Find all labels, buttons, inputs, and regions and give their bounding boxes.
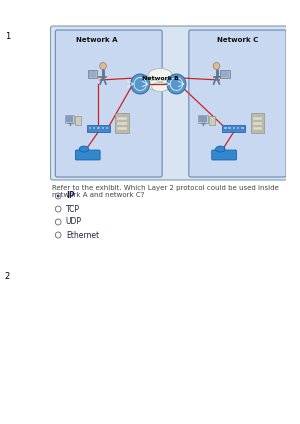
Bar (237, 127, 239, 129)
FancyBboxPatch shape (251, 113, 264, 133)
Ellipse shape (148, 80, 161, 90)
FancyBboxPatch shape (220, 70, 230, 78)
Bar (253, 127, 262, 130)
FancyBboxPatch shape (189, 30, 286, 177)
FancyBboxPatch shape (75, 150, 100, 160)
Ellipse shape (159, 80, 172, 90)
Text: 2: 2 (5, 272, 10, 281)
FancyBboxPatch shape (88, 70, 97, 78)
Circle shape (55, 219, 61, 225)
Text: TCP: TCP (66, 204, 80, 214)
Circle shape (213, 62, 220, 70)
Text: Ethernet: Ethernet (66, 231, 99, 240)
Bar (93, 127, 95, 129)
FancyBboxPatch shape (66, 116, 74, 122)
Circle shape (131, 74, 150, 94)
FancyBboxPatch shape (221, 71, 229, 77)
Circle shape (100, 62, 106, 70)
FancyBboxPatch shape (116, 113, 129, 133)
Ellipse shape (167, 76, 180, 86)
Bar (253, 117, 262, 120)
Text: Network A: Network A (76, 37, 117, 43)
Bar (228, 127, 231, 129)
Ellipse shape (140, 76, 154, 86)
Bar (117, 127, 127, 130)
FancyBboxPatch shape (209, 116, 214, 125)
FancyBboxPatch shape (212, 150, 236, 160)
Ellipse shape (215, 146, 225, 152)
Bar (97, 127, 100, 129)
FancyBboxPatch shape (222, 125, 245, 131)
FancyBboxPatch shape (89, 71, 96, 77)
Bar (224, 127, 226, 129)
FancyBboxPatch shape (75, 116, 81, 125)
Ellipse shape (79, 146, 89, 152)
Text: IP: IP (66, 192, 74, 201)
Bar (102, 127, 104, 129)
FancyBboxPatch shape (87, 125, 110, 131)
FancyBboxPatch shape (199, 116, 207, 122)
FancyBboxPatch shape (65, 115, 74, 123)
Text: Refer to the exhibit. Which Layer 2 protocol could be used inside network A and : Refer to the exhibit. Which Layer 2 prot… (52, 185, 279, 198)
FancyBboxPatch shape (55, 30, 162, 177)
Circle shape (55, 232, 61, 238)
Text: Network B: Network B (142, 76, 179, 81)
Text: UDP: UDP (66, 218, 82, 226)
Bar (106, 127, 108, 129)
Bar (253, 122, 262, 125)
Circle shape (55, 193, 61, 199)
Bar (117, 122, 127, 125)
Ellipse shape (152, 83, 169, 92)
FancyBboxPatch shape (198, 115, 208, 123)
Ellipse shape (148, 69, 172, 84)
Text: 1: 1 (5, 32, 10, 41)
Bar (233, 127, 235, 129)
Bar (89, 127, 91, 129)
FancyBboxPatch shape (50, 26, 288, 180)
Text: Network C: Network C (217, 37, 258, 43)
Circle shape (55, 206, 61, 212)
Circle shape (167, 74, 186, 94)
Circle shape (57, 195, 60, 198)
Bar (241, 127, 244, 129)
Bar (117, 117, 127, 120)
